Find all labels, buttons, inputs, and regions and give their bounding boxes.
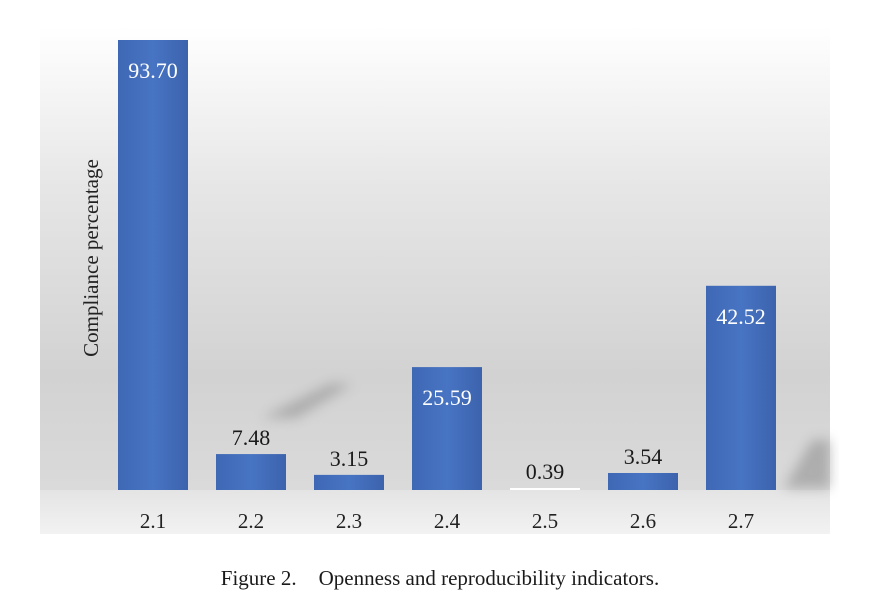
x-tick-label-2-7: 2.7 xyxy=(728,509,754,533)
data-label-2-5: 0.39 xyxy=(526,459,565,484)
bar-2-5 xyxy=(510,488,580,490)
data-label-2-3: 3.15 xyxy=(330,446,369,471)
bars-layer xyxy=(118,40,776,490)
shadow-layer xyxy=(262,384,830,488)
data-labels-layer: 93.70 7.48 3.15 25.59 0.39 3.54 42.52 xyxy=(128,58,766,484)
caption-label: Figure 2. xyxy=(220,566,297,590)
x-tick-label-2-3: 2.3 xyxy=(336,509,362,533)
chart-floor xyxy=(40,490,830,534)
data-label-2-1: 93.70 xyxy=(128,58,178,83)
x-tick-label-2-1: 2.1 xyxy=(140,509,166,533)
data-label-2-6: 3.54 xyxy=(624,444,663,469)
bar-2-6 xyxy=(608,472,678,490)
y-axis-title: Compliance percentage xyxy=(79,159,103,357)
bar-2-7 xyxy=(706,285,776,490)
bar-2-3 xyxy=(314,474,384,490)
x-tick-label-2-2: 2.2 xyxy=(238,509,264,533)
figure-caption: Figure 2. Openness and reproducibility in… xyxy=(0,566,880,591)
caption-text: Openness and reproducibility indicators. xyxy=(318,566,660,590)
bar-shadow xyxy=(262,384,352,418)
x-tick-labels-layer: 2.1 2.2 2.3 2.4 2.5 2.6 2.7 xyxy=(140,509,754,533)
bar-shadow xyxy=(784,440,830,488)
x-tick-label-2-4: 2.4 xyxy=(434,509,461,533)
bar-2-2 xyxy=(216,454,286,490)
data-label-2-4: 25.59 xyxy=(422,385,472,410)
data-label-2-7: 42.52 xyxy=(716,304,766,329)
x-tick-label-2-6: 2.6 xyxy=(630,509,656,533)
data-label-2-2: 7.48 xyxy=(232,425,271,450)
bar-2-4 xyxy=(412,367,482,490)
x-tick-label-2-5: 2.5 xyxy=(532,509,558,533)
bar-2-1 xyxy=(118,40,188,490)
